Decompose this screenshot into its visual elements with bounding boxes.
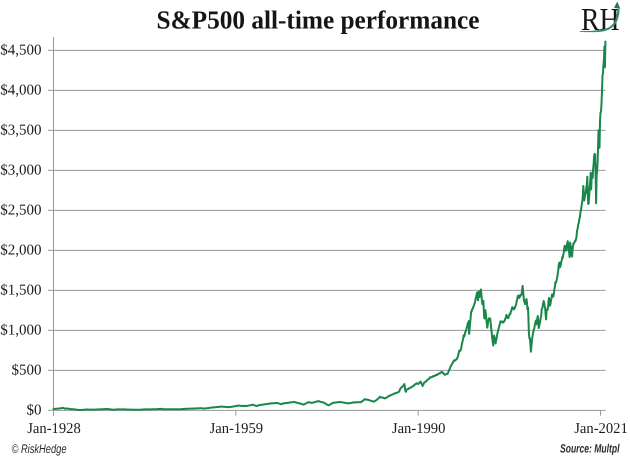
svg-text:© RiskHedge: © RiskHedge	[12, 442, 67, 456]
svg-text:$1,000: $1,000	[0, 323, 41, 339]
svg-text:Jan-2021: Jan-2021	[574, 421, 628, 437]
svg-text:S&P500 all-time performance: S&P500 all-time performance	[157, 6, 480, 35]
svg-text:$2,000: $2,000	[0, 243, 41, 259]
svg-text:Jan-1928: Jan-1928	[27, 421, 81, 437]
svg-text:$1,500: $1,500	[0, 283, 41, 299]
svg-text:$2,500: $2,500	[0, 203, 41, 219]
svg-text:Jan-1990: Jan-1990	[392, 421, 446, 437]
svg-text:$4,500: $4,500	[0, 43, 41, 59]
svg-text:Jan-1959: Jan-1959	[210, 421, 264, 437]
svg-text:$3,500: $3,500	[0, 123, 41, 139]
svg-text:$0: $0	[27, 403, 42, 419]
svg-text:$3,000: $3,000	[0, 163, 41, 179]
svg-text:$4,000: $4,000	[0, 83, 41, 99]
svg-text:Source: Multpl: Source: Multpl	[560, 441, 620, 455]
svg-text:$500: $500	[12, 363, 42, 379]
